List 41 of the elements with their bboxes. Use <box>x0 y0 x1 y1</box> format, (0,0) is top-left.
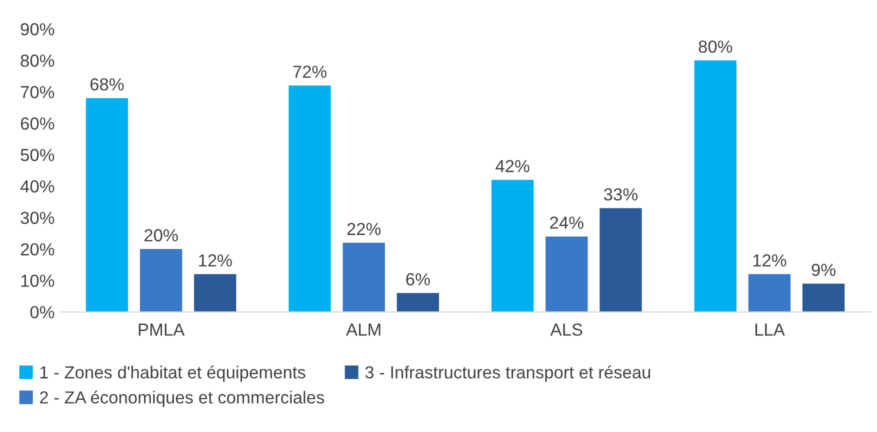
legend-label: 3 - Infrastructures transport et réseau <box>365 366 650 382</box>
x-tick-label: PMLA <box>138 324 185 336</box>
bar <box>194 274 236 312</box>
bar <box>491 180 534 312</box>
x-tick-label: LLA <box>755 324 785 336</box>
bar <box>140 249 182 312</box>
data-label: 9% <box>812 264 836 276</box>
bar <box>288 86 331 312</box>
bar <box>694 60 736 312</box>
x-tick-label: ALM <box>346 324 380 336</box>
bar <box>396 293 440 312</box>
data-label: 80% <box>698 40 732 53</box>
data-label: 33% <box>604 188 638 201</box>
legend-label: 2 - ZA économiques et commerciales <box>40 390 324 407</box>
y-tick-label: 60% <box>20 117 54 130</box>
data-label: 12% <box>199 254 232 267</box>
bar <box>342 242 385 312</box>
legend-label: 1 - Zones d'habitat et équipements <box>40 366 306 382</box>
data-label: 72% <box>293 66 327 78</box>
data-label: 42% <box>496 160 530 172</box>
bar <box>748 274 791 312</box>
y-tick-label: 0% <box>30 306 54 318</box>
bar <box>802 284 845 312</box>
data-label: 24% <box>550 216 584 229</box>
data-label: 20% <box>144 229 178 242</box>
y-tick-label: 80% <box>20 54 54 67</box>
x-tick-label: ALS <box>550 323 582 336</box>
y-tick-label: 30% <box>20 212 54 224</box>
y-tick-label: 90% <box>20 23 54 36</box>
bar <box>86 98 128 312</box>
bar <box>600 208 642 312</box>
data-label: 22% <box>347 222 381 236</box>
y-tick-label: 50% <box>20 148 54 162</box>
y-tick-label: 40% <box>20 180 54 193</box>
y-tick-label: 20% <box>20 243 54 256</box>
data-label: 68% <box>90 78 124 91</box>
data-label: 12% <box>753 254 786 267</box>
data-label: 6% <box>406 273 430 286</box>
bar <box>546 236 588 312</box>
y-tick-label: 10% <box>21 274 54 287</box>
y-tick-label: 70% <box>20 86 54 98</box>
